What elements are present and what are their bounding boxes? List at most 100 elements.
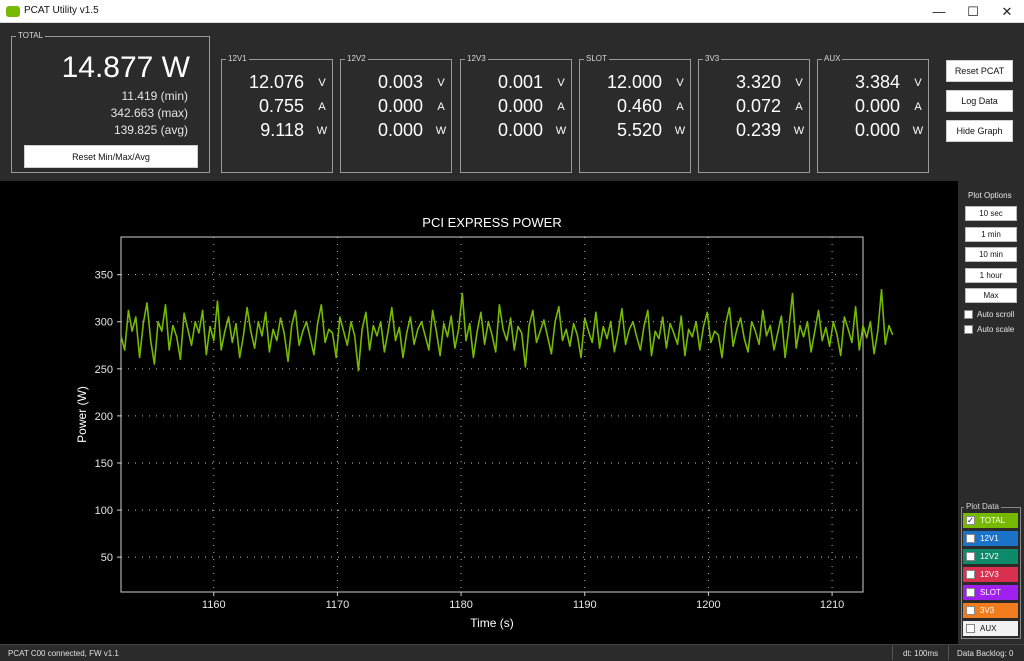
rail-name-label: 12V3 xyxy=(465,54,488,64)
rail-a-unit: A xyxy=(318,101,326,113)
checkmark-icon: ✓ xyxy=(966,516,975,525)
rail-v-value: 0.001 xyxy=(497,72,543,92)
auto-scroll-checkbox[interactable]: Auto scroll xyxy=(964,308,1014,320)
data-backlog-status: Data Backlog: 0 xyxy=(957,649,1014,658)
plot-data-item-12v1[interactable]: 12V1 xyxy=(963,531,1018,546)
chart-title: PCI EXPRESS POWER xyxy=(422,215,561,230)
range-10sec-button[interactable]: 10 sec xyxy=(965,206,1017,221)
status-divider xyxy=(948,646,949,660)
status-divider xyxy=(892,646,893,660)
plot-data-item-slot[interactable]: SLOT xyxy=(963,585,1018,600)
rail-v-unit: V xyxy=(795,77,803,89)
y-tick-label: 100 xyxy=(95,505,113,517)
checkbox-icon xyxy=(964,324,973,334)
rail-v-unit: V xyxy=(914,77,922,89)
y-tick-label: 200 xyxy=(95,411,113,423)
measurement-panel: TOTAL 14.877 W 11.419 (min) 342.663 (max… xyxy=(0,23,1024,181)
rail-group-12v2: 12V2 0.003 V 0.000 A 0.000 W xyxy=(340,54,452,173)
rail-w-value: 0.239 xyxy=(735,120,781,140)
x-tick-label: 1200 xyxy=(696,599,720,611)
rail-a-unit: A xyxy=(914,101,922,113)
checkbox-icon xyxy=(966,552,975,561)
rail-v-unit: V xyxy=(437,77,445,89)
plot-data-item-aux[interactable]: AUX xyxy=(963,621,1018,636)
plot-data-item-12v2[interactable]: 12V2 xyxy=(963,549,1018,564)
maximize-button[interactable]: ☐ xyxy=(967,3,979,19)
close-button[interactable]: ✕ xyxy=(1001,3,1013,19)
rail-w-value: 5.520 xyxy=(616,120,662,140)
total-avg-value: 139.825 (avg) xyxy=(113,123,188,137)
rail-group-slot: SLOT 12.000 V 0.460 A 5.520 W xyxy=(579,54,691,173)
rail-name-label: SLOT xyxy=(584,54,609,64)
rail-a-value: 0.000 xyxy=(497,96,543,116)
rail-a-value: 0.000 xyxy=(854,96,900,116)
plot-data-item-total[interactable]: ✓ TOTAL xyxy=(963,513,1018,528)
x-tick-label: 1160 xyxy=(202,599,226,611)
y-tick-label: 150 xyxy=(95,458,113,470)
auto-scale-checkbox[interactable]: Auto scale xyxy=(964,323,1014,335)
rail-w-unit: W xyxy=(555,125,567,137)
total-power-value: 14.877 W xyxy=(61,51,190,84)
rail-a-value: 0.072 xyxy=(735,96,781,116)
app-logo-icon xyxy=(6,6,20,17)
rail-a-value: 0.000 xyxy=(377,96,423,116)
log-data-button[interactable]: Log Data xyxy=(946,90,1013,112)
reset-min-max-avg-button[interactable]: Reset Min/Max/Avg xyxy=(24,145,198,168)
x-tick-label: 1190 xyxy=(573,599,597,611)
rail-group-aux: AUX 3.384 V 0.000 A 0.000 W xyxy=(817,54,929,173)
rail-v-value: 12.076 xyxy=(248,72,304,92)
rail-w-unit: W xyxy=(435,125,447,137)
x-tick-label: 1180 xyxy=(449,599,473,611)
plot-data-label: TOTAL xyxy=(980,516,1006,525)
checkbox-icon xyxy=(966,570,975,579)
plot-data-item-12v3[interactable]: 12V3 xyxy=(963,567,1018,582)
plot-sidebar: Plot Options 10 sec 1 min 10 min 1 hour … xyxy=(958,181,1024,644)
y-tick-label: 250 xyxy=(95,364,113,376)
range-max-button[interactable]: Max xyxy=(965,288,1017,303)
rail-w-unit: W xyxy=(912,125,924,137)
y-tick-label: 300 xyxy=(95,317,113,329)
range-1min-button[interactable]: 1 min xyxy=(965,227,1017,242)
minimize-button[interactable]: — xyxy=(932,4,946,19)
rail-w-value: 0.000 xyxy=(377,120,423,140)
checkbox-icon xyxy=(966,606,975,615)
rail-group-12v3: 12V3 0.001 V 0.000 A 0.000 W xyxy=(460,54,572,173)
rail-a-value: 0.755 xyxy=(258,96,304,116)
x-tick-label: 1210 xyxy=(820,599,844,611)
rail-w-value: 0.000 xyxy=(854,120,900,140)
x-axis-label: Time (s) xyxy=(470,616,514,630)
range-10min-button[interactable]: 10 min xyxy=(965,247,1017,262)
status-bar: PCAT C00 connected, FW v1.1 dt: 100ms Da… xyxy=(0,644,1024,661)
x-tick-label: 1170 xyxy=(326,599,350,611)
plot-data-label: 12V3 xyxy=(980,570,999,579)
checkbox-icon xyxy=(964,309,973,319)
y-axis-label: Power (W) xyxy=(75,386,89,443)
rail-a-unit: A xyxy=(557,101,565,113)
plot-data-item-3v3[interactable]: 3V3 xyxy=(963,603,1018,618)
rail-name-label: 3V3 xyxy=(703,54,722,64)
rail-group-12v1: 12V1 12.076 V 0.755 A 9.118 W xyxy=(221,54,333,173)
rail-w-unit: W xyxy=(674,125,686,137)
checkbox-icon xyxy=(966,588,975,597)
rail-v-value: 3.384 xyxy=(854,72,900,92)
plot-data-label: AUX xyxy=(980,624,997,633)
checkbox-icon xyxy=(966,624,975,633)
range-1hour-button[interactable]: 1 hour xyxy=(965,268,1017,283)
plot-frame xyxy=(120,236,864,593)
total-group: TOTAL 14.877 W 11.419 (min) 342.663 (max… xyxy=(11,31,210,173)
reset-pcat-button[interactable]: Reset PCAT xyxy=(946,60,1013,82)
title-bar: PCAT Utility v1.5 — ☐ ✕ xyxy=(0,0,1024,23)
rail-w-unit: W xyxy=(316,125,328,137)
auto-scroll-label: Auto scroll xyxy=(977,309,1015,319)
y-tick-label: 50 xyxy=(101,552,113,564)
rail-name-label: 12V1 xyxy=(226,54,249,64)
plot-data-title: Plot Data xyxy=(964,502,1001,512)
power-chart: 1160 1170 1180 1190 1200 1210 50 100 150 200 250 30… xyxy=(75,215,894,630)
y-tick-label: 350 xyxy=(95,270,113,282)
plot-data-label: 3V3 xyxy=(980,606,995,615)
rail-group-3v3: 3V3 3.320 V 0.072 A 0.239 W xyxy=(698,54,810,173)
rail-v-value: 12.000 xyxy=(606,72,662,92)
window-title: PCAT Utility v1.5 xyxy=(24,5,99,16)
total-min-value: 11.419 (min) xyxy=(121,89,188,103)
hide-graph-button[interactable]: Hide Graph xyxy=(946,120,1013,142)
